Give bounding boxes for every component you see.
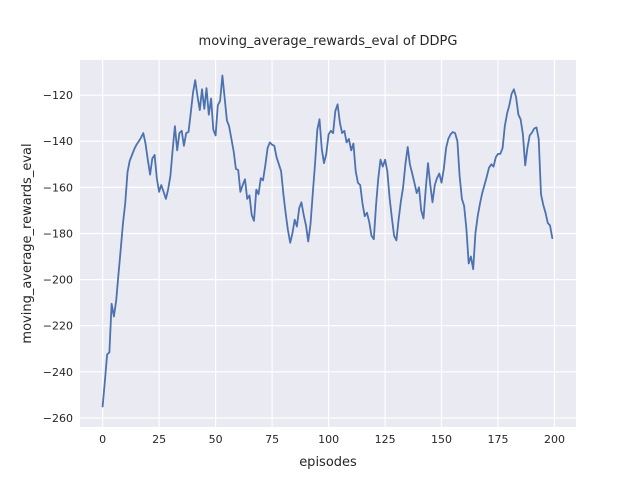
x-tick-label: 125 (375, 433, 396, 446)
y-tick-label: −120 (43, 89, 73, 102)
y-axis-label: moving_average_rewards_eval (20, 143, 35, 343)
x-tick-label: 150 (431, 433, 452, 446)
x-tick-label: 50 (209, 433, 223, 446)
x-tick-label: 200 (544, 433, 565, 446)
series-lines (101, 74, 554, 408)
y-tick-label: −180 (43, 228, 73, 241)
x-tick-label: 25 (152, 433, 166, 446)
x-tick-label: 175 (488, 433, 509, 446)
series-line-moving_average_rewards_eval (101, 74, 554, 408)
y-tick-label: −140 (43, 135, 73, 148)
chart-title: moving_average_rewards_eval of DDPG (199, 34, 458, 49)
y-tick-labels: −120 −140 −160 −180 −200 −220 −240 −260 (43, 89, 73, 425)
y-tick-label: −260 (43, 412, 73, 425)
y-tick-label: −200 (43, 274, 73, 287)
x-tick-label: 100 (318, 433, 339, 446)
x-axis-label: episodes (299, 455, 357, 470)
x-tick-label: 0 (99, 433, 106, 446)
y-tick-label: −220 (43, 320, 73, 333)
y-tick-label: −240 (43, 366, 73, 379)
x-tick-labels: 0 25 50 75 100 125 150 175 200 (99, 433, 565, 446)
y-tick-label: −160 (43, 181, 73, 194)
x-tick-label: 75 (265, 433, 279, 446)
